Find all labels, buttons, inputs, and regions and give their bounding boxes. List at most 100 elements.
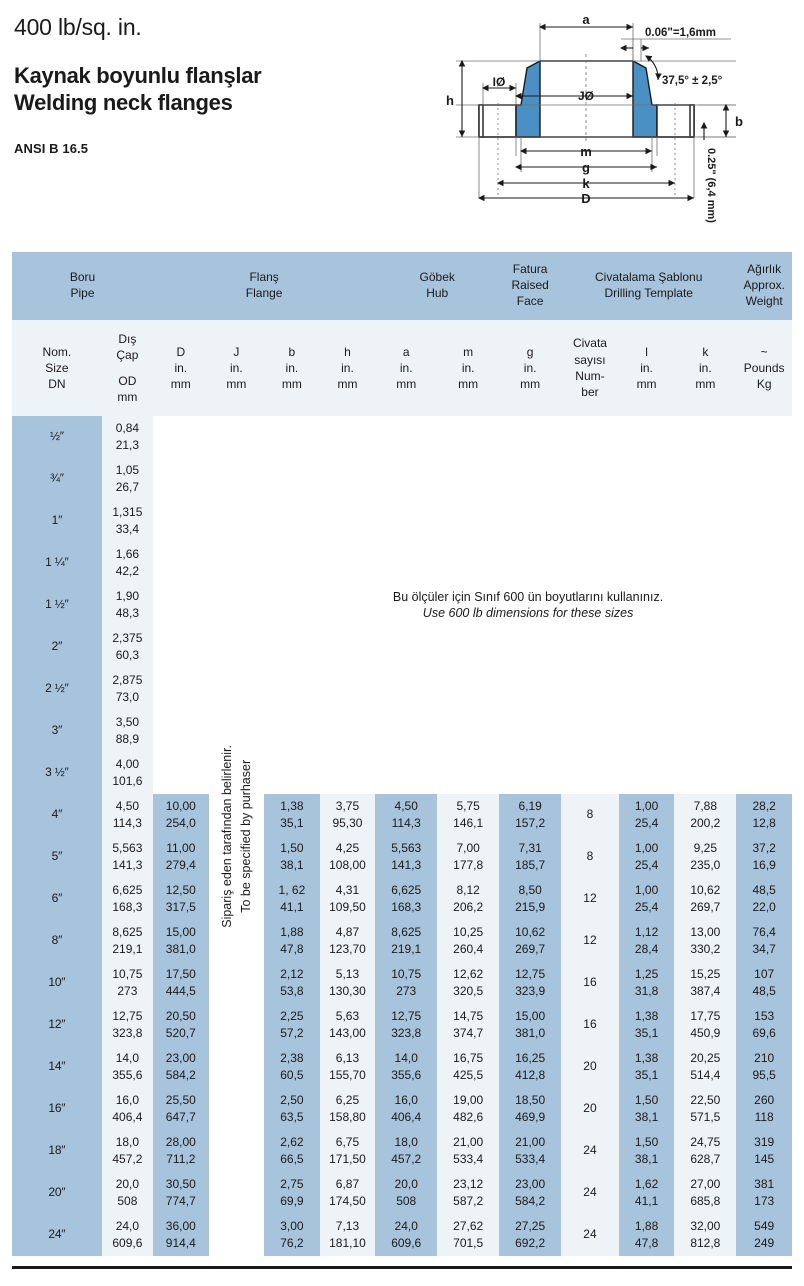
col-header-nominal-size: Nom. Size DN xyxy=(12,320,102,416)
col-header-bolt-count: Civata sayısı Num- ber xyxy=(561,320,619,416)
row-l: 1,38 35,1 xyxy=(618,1004,675,1046)
row-od: 6,625 168,3 xyxy=(101,878,154,920)
row-k: 13,00 330,2 xyxy=(674,920,737,962)
row-g: 23,00 584,2 xyxy=(499,1172,562,1214)
col-header-weight: ~ Pounds Kg xyxy=(736,320,792,416)
row-weight: 549 249 xyxy=(736,1214,792,1256)
col-header-J: J in. mm xyxy=(208,320,265,416)
row-b: 1,88 47,8 xyxy=(264,920,320,962)
row-b: 2,50 63,5 xyxy=(264,1088,320,1130)
row-h: 5,13 130,30 xyxy=(319,962,376,1004)
row-m: 21,00 533,4 xyxy=(437,1130,500,1172)
row-D: 36,00 914,4 xyxy=(153,1214,209,1256)
row-g: 15,00 381,0 xyxy=(499,1004,562,1046)
row-size: 3 ½″ xyxy=(12,752,102,794)
row-od: 1,66 42,2 xyxy=(101,542,154,584)
row-b: 1, 62 41,1 xyxy=(264,878,320,920)
row-weight: 37,2 16,9 xyxy=(736,836,792,878)
row-size: 5″ xyxy=(12,836,102,878)
row-size: 6″ xyxy=(12,878,102,920)
table-group-header-row: Boru Pipe Flanş Flange Göbek Hub Fatura … xyxy=(12,252,792,320)
row-weight: 28,2 12,8 xyxy=(736,794,792,836)
row-D-empty xyxy=(153,752,209,794)
row-D: 25,50 647,7 xyxy=(153,1088,209,1130)
row-k: 32,00 812,8 xyxy=(674,1214,737,1256)
row-h: 4,87 123,70 xyxy=(319,920,376,962)
row-b: 2,75 69,9 xyxy=(264,1172,320,1214)
row-b: 1,38 35,1 xyxy=(264,794,320,836)
row-D: 12,50 317,5 xyxy=(153,878,209,920)
row-bolt-count: 12 xyxy=(561,878,619,920)
row-bolt-count: 12 xyxy=(561,920,619,962)
row-h: 7,13 181,10 xyxy=(319,1214,376,1256)
diagram-label-J-diameter: JØ xyxy=(578,89,594,103)
row-od: 16,0 406,4 xyxy=(101,1088,154,1130)
table-row: 1 ½″ 1,90 48,3 xyxy=(12,584,792,626)
row-D: 17,50 444,5 xyxy=(153,962,209,1004)
table-row: 20″ 20,0 508 30,50 774,7 2,75 69,9 6,87 174,… xyxy=(12,1172,792,1214)
diagram-label-chamfer: 0.06"=1,6mm xyxy=(645,27,716,39)
table-row: 1″ 1,315 33,4 xyxy=(12,500,792,542)
row-g: 16,25 412,8 xyxy=(499,1046,562,1088)
row-b: 2,62 66,5 xyxy=(264,1130,320,1172)
row-k: 17,75 450,9 xyxy=(674,1004,737,1046)
table-row: 12″ 12,75 323,8 20,50 520,7 2,25 57,2 5,63 1… xyxy=(12,1004,792,1046)
row-od: 24,0 609,6 xyxy=(101,1214,154,1256)
row-bolt-count: 16 xyxy=(561,962,619,1004)
row-bolt-count: 24 xyxy=(561,1172,619,1214)
row-od: 14,0 355,6 xyxy=(101,1046,154,1088)
row-D-empty xyxy=(153,416,209,458)
row-a: 16,0 406,4 xyxy=(375,1088,438,1130)
diagram-label-m: m xyxy=(580,144,592,159)
group-header-flange: Flanş Flange xyxy=(153,252,376,320)
page-title-turkish: Kaynak boyunlu flanşlar xyxy=(14,63,262,88)
row-k: 10,62 269,7 xyxy=(674,878,737,920)
table-row: ½″ 0,84 21,3 Sipariş eden tarafından bel… xyxy=(12,416,792,1256)
row-k: 15,25 387,4 xyxy=(674,962,737,1004)
col-header-a: a in. mm xyxy=(375,320,438,416)
row-D-empty xyxy=(153,500,209,542)
row-size: 14″ xyxy=(12,1046,102,1088)
row-l: 1,00 25,4 xyxy=(618,794,675,836)
col-header-m: m in. mm xyxy=(437,320,500,416)
row-D-empty xyxy=(153,542,209,584)
flange-cross-section-diagram: a h b m g k D IØ JØ 0.06"=1,6mm 37,5° ± … xyxy=(436,8,800,232)
col-header-k: k in. mm xyxy=(674,320,737,416)
row-h: 6,87 174,50 xyxy=(319,1172,376,1214)
row-D-empty xyxy=(153,710,209,752)
table-row: 2″ 2,375 60,3 xyxy=(12,626,792,668)
flange-dimensions-table: Boru Pipe Flanş Flange Göbek Hub Fatura … xyxy=(12,252,792,1256)
row-l: 1,88 47,8 xyxy=(618,1214,675,1256)
row-size: ¾″ xyxy=(12,458,102,500)
row-l: 1,38 35,1 xyxy=(618,1046,675,1088)
row-od: 2,875 73,0 xyxy=(101,668,154,710)
col-header-l: l in. mm xyxy=(618,320,675,416)
table-row: 24″ 24,0 609,6 36,00 914,4 3,00 76,2 7,13 18… xyxy=(12,1214,792,1256)
table-row: 2 ½″ 2,875 73,0 xyxy=(12,668,792,710)
col-header-h: h in. mm xyxy=(319,320,376,416)
row-k: 27,00 685,8 xyxy=(674,1172,737,1214)
row-b: 3,00 76,2 xyxy=(264,1214,320,1256)
row-weight: 319 145 xyxy=(736,1130,792,1172)
row-g: 6,19 157,2 xyxy=(499,794,562,836)
table-column-header-row: Nom. Size DN Dış Çap OD mm D in. mm J in… xyxy=(12,320,792,416)
row-m: 7,00 177,8 xyxy=(437,836,500,878)
row-od: 3,50 88,9 xyxy=(101,710,154,752)
row-a: 4,50 114,3 xyxy=(375,794,438,836)
diagram-label-a: a xyxy=(582,12,590,27)
row-l: 1,62 41,1 xyxy=(618,1172,675,1214)
row-h: 6,13 155,70 xyxy=(319,1046,376,1088)
row-a: 24,0 609,6 xyxy=(375,1214,438,1256)
row-g: 18,50 469,9 xyxy=(499,1088,562,1130)
pressure-rating: 400 lb/sq. in. xyxy=(14,14,142,40)
row-m: 19,00 482,6 xyxy=(437,1088,500,1130)
table-row: 18″ 18,0 457,2 28,00 711,2 2,62 66,5 6,75 17… xyxy=(12,1130,792,1172)
row-b: 2,25 57,2 xyxy=(264,1004,320,1046)
row-D: 30,50 774,7 xyxy=(153,1172,209,1214)
row-a: 6,625 168,3 xyxy=(375,878,438,920)
row-D-empty xyxy=(153,668,209,710)
row-size: 4″ xyxy=(12,794,102,836)
table-row: 4″ 4,50 114,3 10,00 254,0 1,38 35,1 3,75 95,… xyxy=(12,794,792,836)
row-h: 3,75 95,30 xyxy=(319,794,376,836)
row-od: 1,90 48,3 xyxy=(101,584,154,626)
